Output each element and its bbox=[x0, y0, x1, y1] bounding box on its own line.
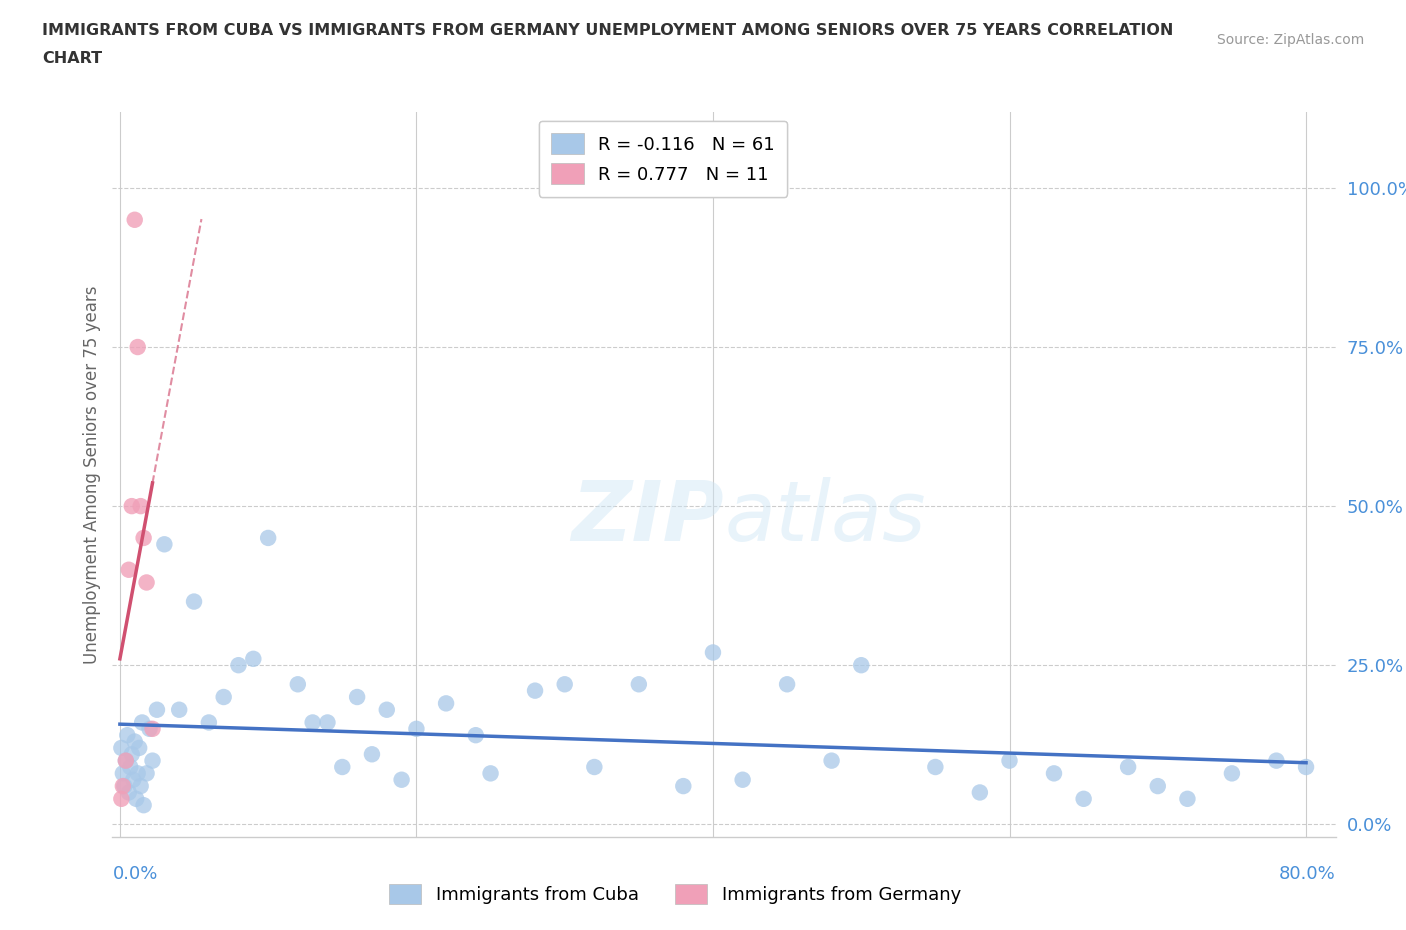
Point bbox=[391, 772, 413, 787]
Point bbox=[127, 339, 149, 354]
Point bbox=[524, 684, 547, 698]
Point bbox=[212, 689, 235, 704]
Text: IMMIGRANTS FROM CUBA VS IMMIGRANTS FROM GERMANY UNEMPLOYMENT AMONG SENIORS OVER : IMMIGRANTS FROM CUBA VS IMMIGRANTS FROM … bbox=[42, 23, 1174, 38]
Legend: Immigrants from Cuba, Immigrants from Germany: Immigrants from Cuba, Immigrants from Ge… bbox=[381, 876, 969, 911]
Point bbox=[672, 778, 695, 793]
Point bbox=[110, 740, 132, 755]
Point bbox=[301, 715, 323, 730]
Point bbox=[228, 658, 250, 672]
Point bbox=[117, 728, 139, 743]
Point bbox=[122, 772, 145, 787]
Point bbox=[153, 537, 176, 551]
Point bbox=[131, 715, 153, 730]
Point bbox=[702, 645, 724, 660]
Point bbox=[129, 778, 152, 793]
Point bbox=[121, 498, 143, 513]
Y-axis label: Unemployment Among Seniors over 75 years: Unemployment Among Seniors over 75 years bbox=[83, 286, 101, 663]
Point bbox=[1177, 791, 1199, 806]
Point bbox=[132, 530, 155, 545]
Point bbox=[851, 658, 873, 672]
Point bbox=[111, 766, 134, 781]
Point bbox=[124, 212, 146, 227]
Point bbox=[118, 785, 141, 800]
Point bbox=[114, 753, 136, 768]
Point bbox=[464, 728, 486, 743]
Point bbox=[112, 778, 135, 793]
Point bbox=[111, 778, 134, 793]
Text: ZIP: ZIP bbox=[571, 477, 724, 558]
Point bbox=[1265, 753, 1288, 768]
Point bbox=[198, 715, 221, 730]
Point bbox=[129, 498, 152, 513]
Point bbox=[583, 760, 606, 775]
Point bbox=[479, 766, 502, 781]
Point bbox=[242, 651, 264, 666]
Point bbox=[114, 753, 136, 768]
Point bbox=[138, 722, 160, 737]
Point bbox=[998, 753, 1021, 768]
Point bbox=[1146, 778, 1168, 793]
Point bbox=[434, 696, 457, 711]
Point bbox=[124, 734, 146, 749]
Point bbox=[375, 702, 398, 717]
Point bbox=[118, 563, 141, 578]
Point bbox=[135, 575, 157, 590]
Point bbox=[110, 791, 132, 806]
Text: 0.0%: 0.0% bbox=[112, 865, 157, 884]
Point bbox=[128, 740, 150, 755]
Point bbox=[924, 760, 946, 775]
Point bbox=[257, 530, 280, 545]
Point bbox=[627, 677, 650, 692]
Point bbox=[731, 772, 754, 787]
Point bbox=[405, 722, 427, 737]
Point bbox=[125, 791, 148, 806]
Legend: R = -0.116   N = 61, R = 0.777   N = 11: R = -0.116 N = 61, R = 0.777 N = 11 bbox=[538, 121, 787, 196]
Point bbox=[1220, 766, 1243, 781]
Point bbox=[1116, 760, 1139, 775]
Point bbox=[776, 677, 799, 692]
Point bbox=[135, 766, 157, 781]
Text: Source: ZipAtlas.com: Source: ZipAtlas.com bbox=[1216, 33, 1364, 46]
Point bbox=[146, 702, 169, 717]
Point bbox=[554, 677, 576, 692]
Point bbox=[183, 594, 205, 609]
Point bbox=[1073, 791, 1095, 806]
Point bbox=[330, 760, 353, 775]
Point bbox=[820, 753, 842, 768]
Point bbox=[141, 722, 163, 737]
Point bbox=[287, 677, 309, 692]
Point bbox=[969, 785, 991, 800]
Point bbox=[1295, 760, 1317, 775]
Point bbox=[132, 798, 155, 813]
Point bbox=[346, 689, 368, 704]
Point bbox=[167, 702, 190, 717]
Point bbox=[316, 715, 339, 730]
Text: 80.0%: 80.0% bbox=[1279, 865, 1336, 884]
Text: atlas: atlas bbox=[724, 477, 925, 558]
Point bbox=[127, 766, 149, 781]
Point bbox=[120, 760, 142, 775]
Point bbox=[1043, 766, 1066, 781]
Point bbox=[361, 747, 384, 762]
Text: CHART: CHART bbox=[42, 51, 103, 66]
Point bbox=[121, 747, 143, 762]
Point bbox=[141, 753, 163, 768]
